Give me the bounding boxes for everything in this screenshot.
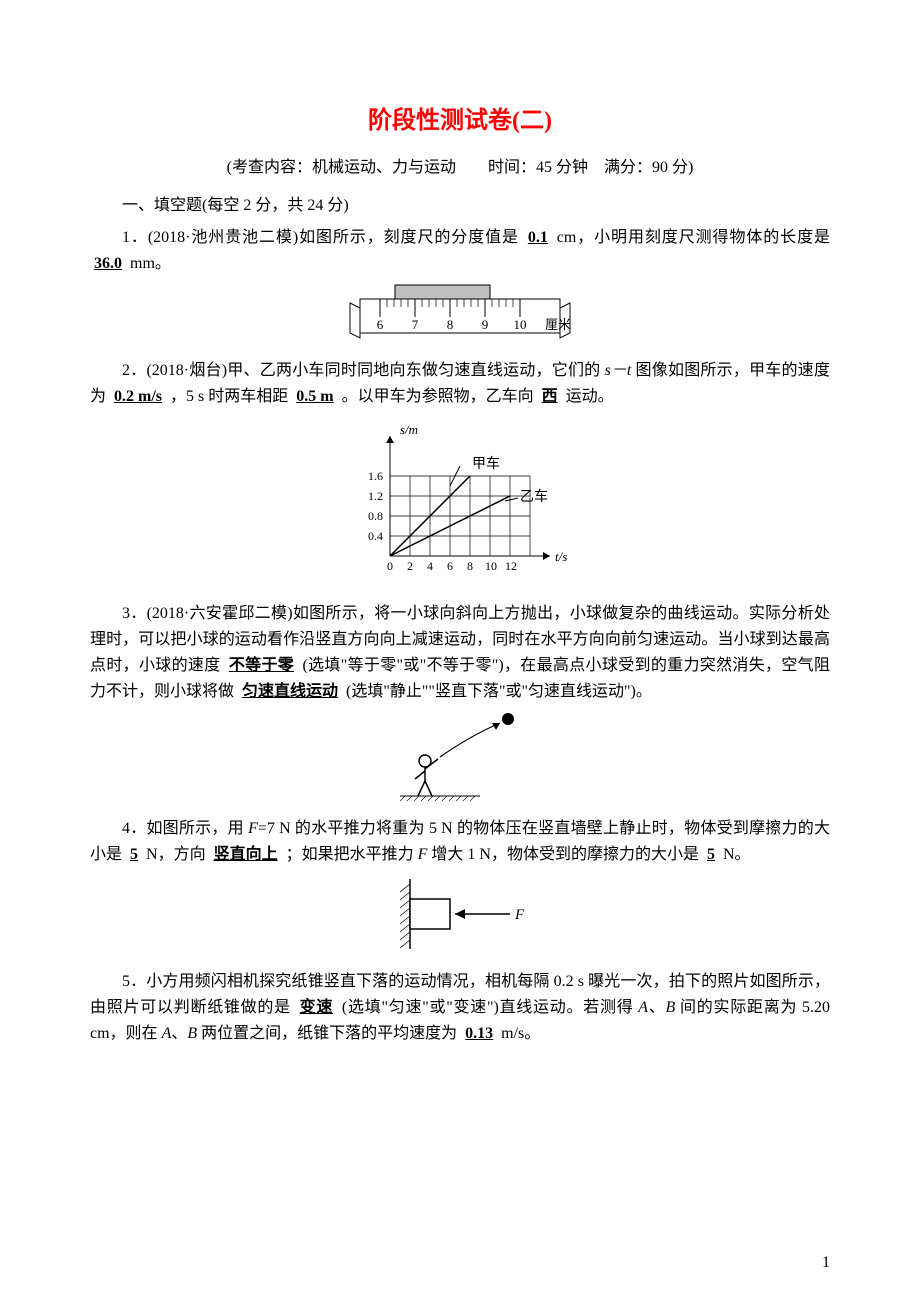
answer-3-1: 不等于零 bbox=[225, 657, 298, 674]
question-2: 2．(2018·烟台)甲、乙两小车同时同地向东做匀速直线运动，它们的 s－t 图… bbox=[90, 358, 830, 410]
svg-text:甲车: 甲车 bbox=[472, 455, 500, 472]
svg-text:8: 8 bbox=[447, 317, 454, 332]
answer-1-1: 0.1 bbox=[524, 229, 552, 246]
main-title: 阶段性测试卷(二) bbox=[90, 100, 830, 135]
svg-text:10: 10 bbox=[514, 317, 527, 332]
svg-text:7: 7 bbox=[412, 317, 419, 332]
ruler-figure: 6 7 8 9 10 厘米 bbox=[90, 283, 830, 348]
st-chart: s/m t/s 0.4 0.8 1.2 1.6 0 2 4 6 8 10 12 … bbox=[90, 416, 830, 591]
page-number: 1 bbox=[822, 1254, 830, 1272]
svg-text:2: 2 bbox=[407, 559, 413, 573]
answer-4-2: 竖直向上 bbox=[210, 846, 282, 863]
question-1: 1．(2018·池州贵池二模)如图所示，刻度尺的分度值是 0.1 cm，小明用刻… bbox=[90, 225, 830, 277]
svg-text:1.6: 1.6 bbox=[368, 469, 383, 483]
svg-text:6: 6 bbox=[447, 559, 453, 573]
svg-text:乙车: 乙车 bbox=[520, 488, 548, 505]
question-5: 5．小方用频闪相机探究纸锥竖直下落的运动情况，相机每隔 0.2 s 曝光一次，拍… bbox=[90, 969, 830, 1047]
svg-text:10: 10 bbox=[485, 559, 497, 573]
answer-5-2: 0.13 bbox=[461, 1025, 497, 1042]
answer-4-1: 5 bbox=[126, 846, 142, 863]
answer-4-3: 5 bbox=[703, 846, 719, 863]
answer-2-3: 西 bbox=[538, 388, 562, 405]
section-1-heading: 一、填空题(每空 2 分，共 24 分) bbox=[90, 191, 830, 215]
svg-text:0: 0 bbox=[387, 559, 393, 573]
svg-text:厘米: 厘米 bbox=[545, 317, 571, 332]
page: 阶段性测试卷(二) (考查内容：机械运动、力与运动 时间：45 分钟 满分：90… bbox=[0, 0, 920, 1302]
svg-text:F: F bbox=[514, 907, 525, 923]
svg-text:6: 6 bbox=[377, 317, 384, 332]
svg-text:12: 12 bbox=[505, 559, 517, 573]
svg-text:4: 4 bbox=[427, 559, 433, 573]
answer-3-2: 匀速直线运动 bbox=[238, 683, 342, 700]
answer-2-2: 0.5 m bbox=[292, 388, 337, 405]
answer-1-2: 36.0 bbox=[90, 255, 126, 272]
exam-info: (考查内容：机械运动、力与运动 时间：45 分钟 满分：90 分) bbox=[90, 153, 830, 177]
answer-5-1: 变速 bbox=[296, 999, 337, 1016]
svg-text:1.2: 1.2 bbox=[368, 489, 383, 503]
answer-2-1: 0.2 m/s bbox=[110, 388, 166, 405]
svg-text:0.8: 0.8 bbox=[368, 509, 383, 523]
wall-figure: F bbox=[90, 874, 830, 959]
question-4: 4．如图所示，用 F=7 N 的水平推力将重为 5 N 的物体压在竖直墙壁上静止… bbox=[90, 816, 830, 868]
svg-text:s/m: s/m bbox=[400, 422, 418, 437]
throw-figure bbox=[90, 711, 830, 806]
question-3: 3．(2018·六安霍邱二模)如图所示，将一小球向斜向上方抛出，小球做复杂的曲线… bbox=[90, 601, 830, 705]
svg-text:8: 8 bbox=[467, 559, 473, 573]
svg-text:9: 9 bbox=[482, 317, 489, 332]
svg-text:0.4: 0.4 bbox=[368, 529, 383, 543]
svg-text:t/s: t/s bbox=[555, 549, 567, 564]
